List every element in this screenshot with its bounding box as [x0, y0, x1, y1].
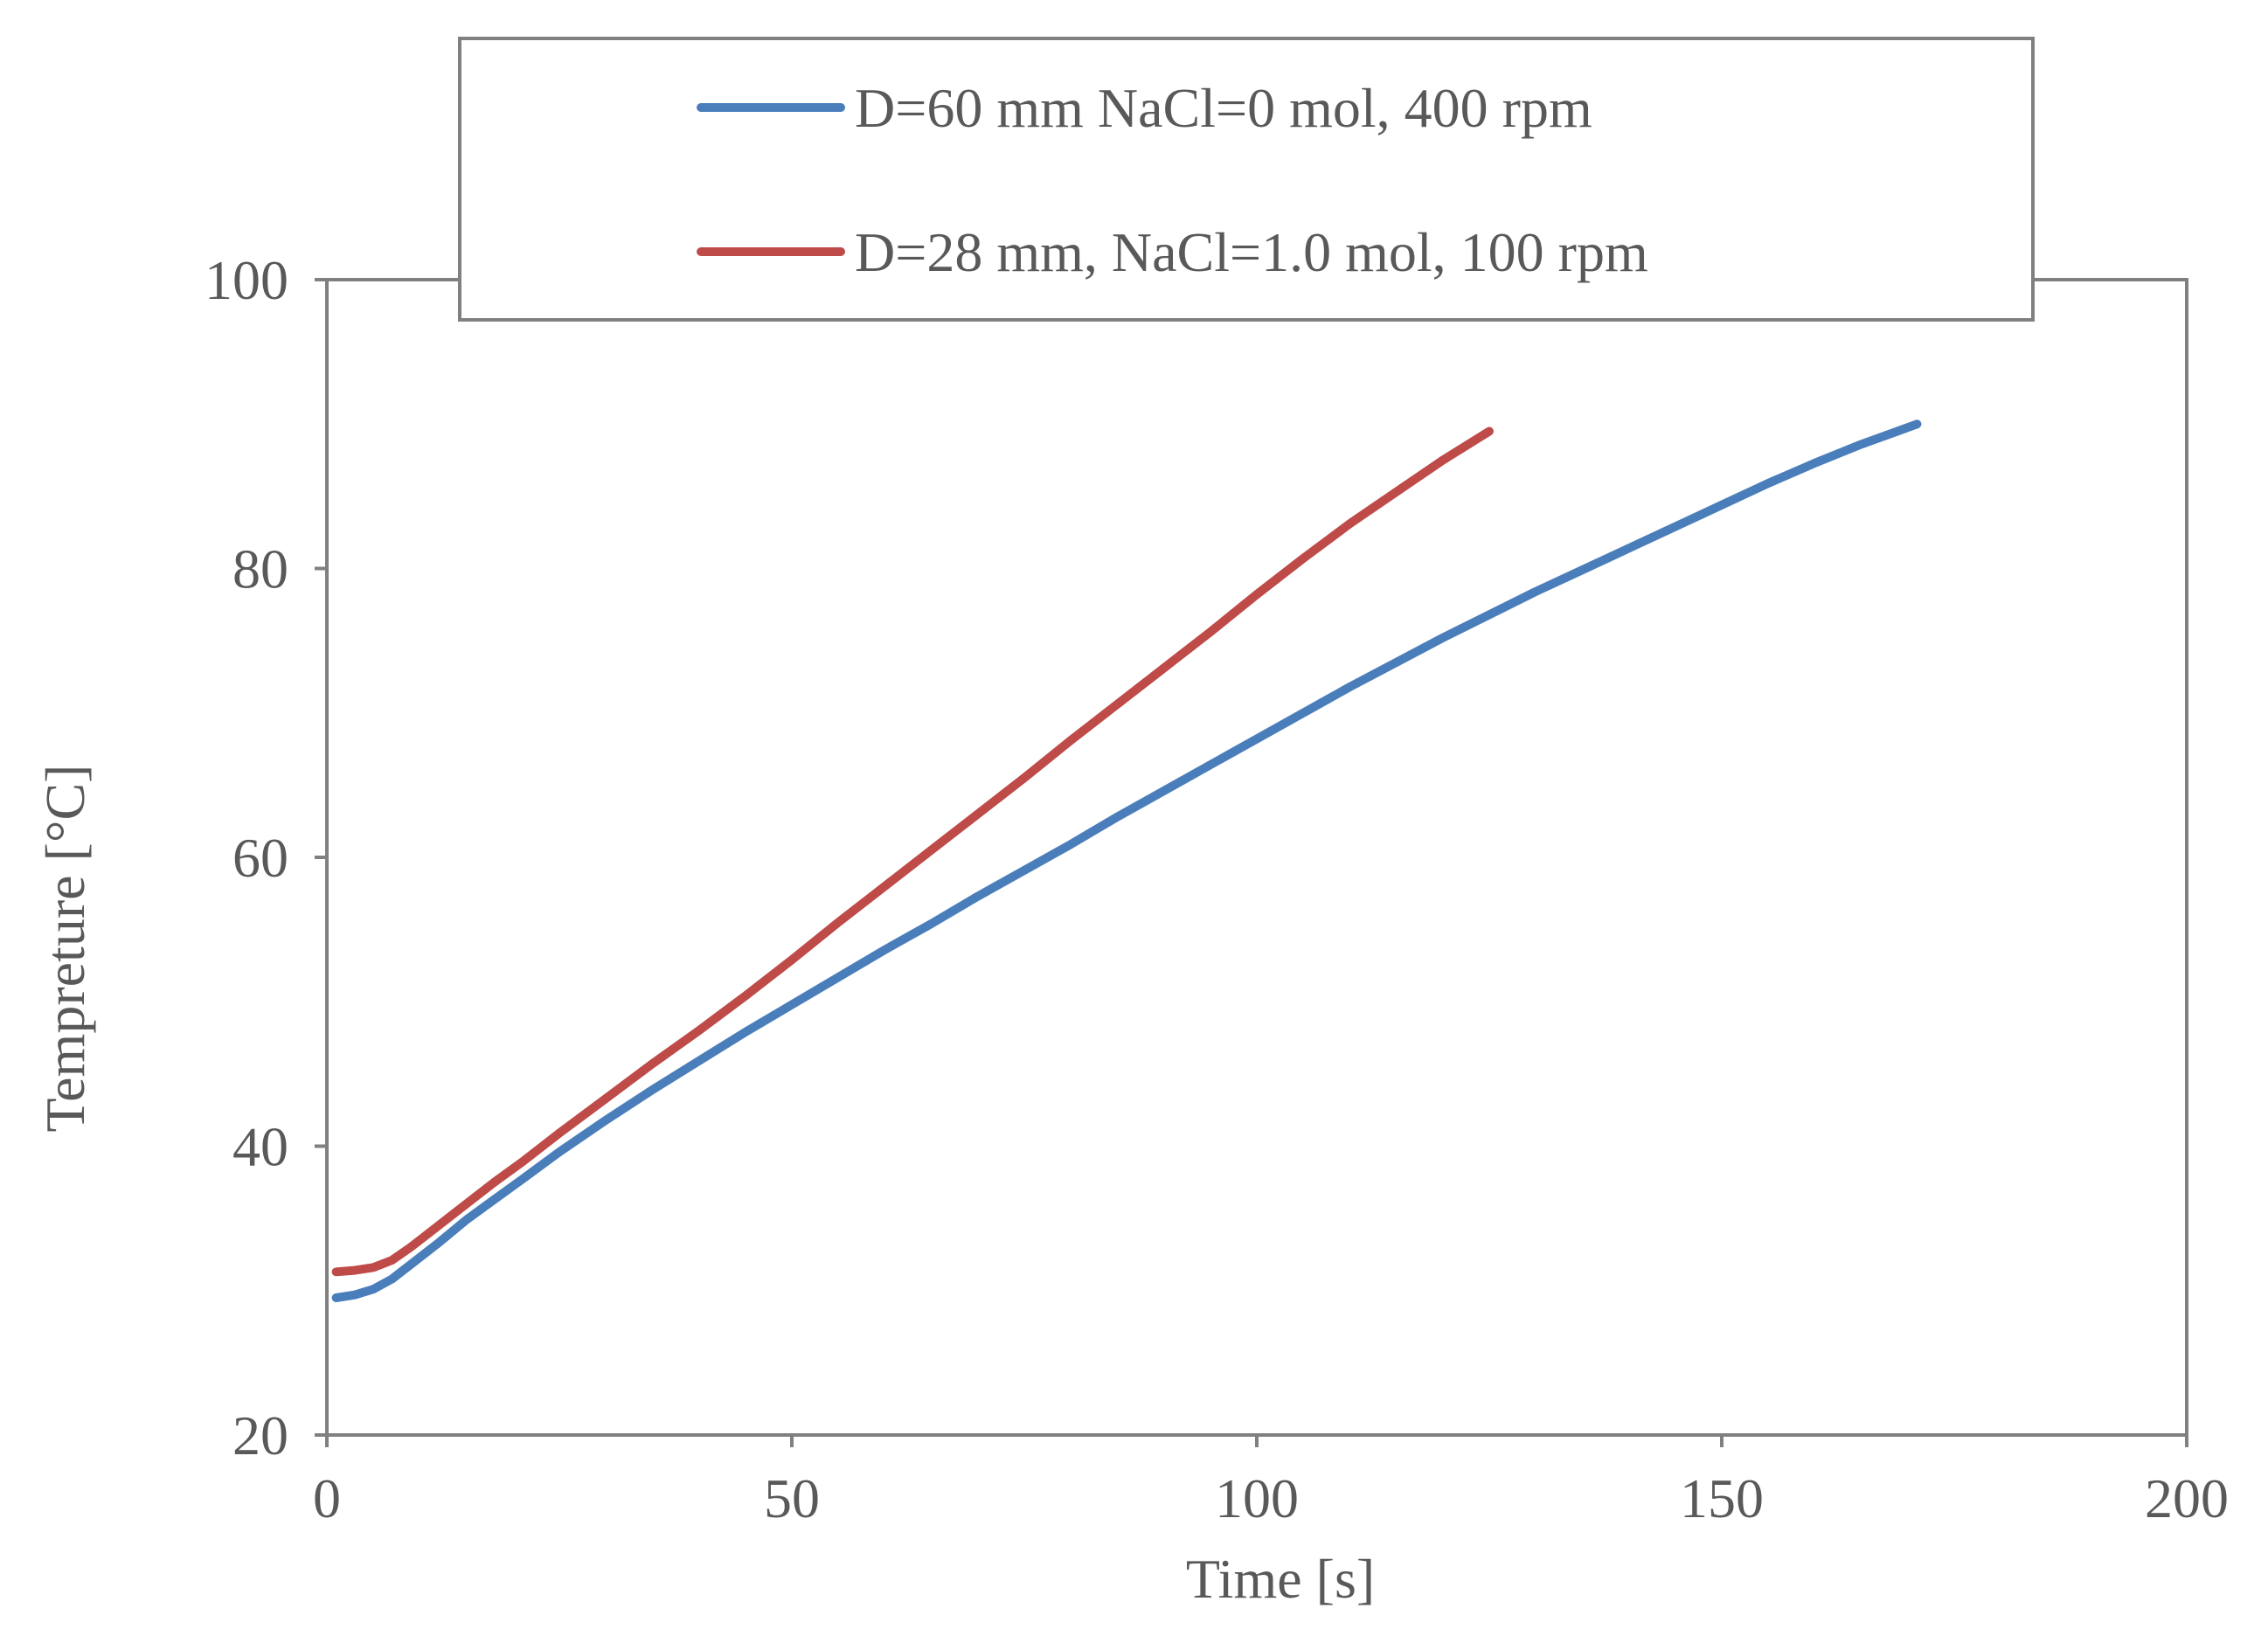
y-tick-label-100: 100	[205, 249, 288, 311]
legend-box	[458, 37, 2035, 322]
series-line-1	[331, 419, 1922, 1302]
y-tick-label-20: 20	[232, 1404, 288, 1466]
legend-label-series-2: D=28 mm, NaCl=1.0 mol, 100 rpm	[855, 221, 1648, 283]
y-tick-label-60: 60	[232, 827, 288, 889]
y-tick-label-80: 80	[232, 538, 288, 600]
axes: 20 40 60 80 100 0 50 100 150 200	[205, 249, 2229, 1529]
x-axis-title: Time [s]	[1186, 1548, 1375, 1610]
x-tick-label-150: 150	[1680, 1467, 1764, 1529]
x-tick-label-0: 0	[313, 1467, 341, 1529]
series-line-2	[331, 426, 1494, 1277]
legend: D=60 mm NaCl=0 mol, 400 rpm D=28 mm, NaC…	[458, 37, 2035, 322]
x-tick-label-50: 50	[764, 1467, 820, 1529]
x-tick-label-100: 100	[1215, 1467, 1299, 1529]
y-tick-label-40: 40	[232, 1116, 288, 1178]
plot-area	[325, 278, 2188, 1437]
series-group	[331, 419, 1922, 1302]
y-axis-title: Tempreture [°C]	[34, 765, 96, 1133]
x-tick-label-200: 200	[2145, 1467, 2229, 1529]
plot-border	[325, 278, 2188, 1437]
legend-label-series-1: D=60 mm NaCl=0 mol, 400 rpm	[855, 77, 1592, 139]
